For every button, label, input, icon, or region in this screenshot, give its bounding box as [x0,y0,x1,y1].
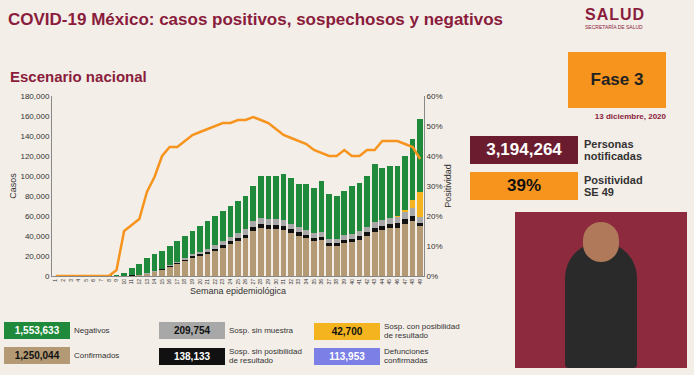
svg-text:40: 40 [349,279,355,285]
svg-text:49: 49 [417,279,423,285]
svg-text:50%: 50% [427,122,443,131]
svg-text:32: 32 [288,279,294,285]
svg-text:27: 27 [250,279,256,285]
svg-text:41: 41 [356,279,362,285]
svg-text:33: 33 [295,279,301,285]
html-text:113,953: 113,953 [329,350,365,362]
html-text:42,700: 42,700 [331,325,363,337]
svg-text:48: 48 [409,279,415,285]
html-text:notificadas: notificadas [584,150,643,162]
svg-text:80,000: 80,000 [25,192,50,201]
svg-text:39: 39 [341,279,347,285]
svg-text:60%: 60% [427,92,443,101]
svg-text:13: 13 [144,279,150,285]
html-text:Fase 3: Fase 3 [590,70,644,89]
svg-text:7: 7 [98,279,104,282]
svg-text:28: 28 [257,279,263,285]
html-text:COVID-19 México: casos positiv: COVID-19 México: casos positivos, sospec… [8,10,504,29]
svg-text:22: 22 [212,279,218,285]
svg-text:8: 8 [106,279,112,282]
svg-text:43: 43 [371,279,377,285]
svg-text:38: 38 [333,279,339,285]
svg-text:21: 21 [204,279,210,285]
svg-text:60,000: 60,000 [25,212,50,221]
svg-text:34: 34 [303,279,309,285]
svg-text:100,000: 100,000 [20,172,49,181]
svg-text:44: 44 [379,279,385,285]
svg-text:20%: 20% [427,212,443,221]
svg-text:2: 2 [60,279,66,282]
svg-text:23: 23 [219,279,225,285]
svg-text:10%: 10% [427,242,443,251]
html-text:1,553,633: 1,553,633 [14,325,60,336]
svg-text:20: 20 [197,279,203,285]
svg-text:40%: 40% [427,152,443,161]
svg-text:20,000: 20,000 [25,252,50,261]
svg-text:47: 47 [402,279,408,285]
svg-text:18: 18 [181,279,187,285]
svg-text:4: 4 [75,279,81,282]
svg-text:14: 14 [151,279,157,285]
html-text:138,133: 138,133 [173,350,211,362]
svg-text:26: 26 [242,279,248,285]
svg-text:17: 17 [174,279,180,285]
svg-text:Casos: Casos [8,173,18,199]
svg-text:25: 25 [235,279,241,285]
svg-text:160,000: 160,000 [20,112,49,121]
svg-text:29: 29 [265,279,271,285]
svg-text:0: 0 [45,272,50,281]
svg-text:30: 30 [273,279,279,285]
html-text:SE 49: SE 49 [584,186,614,198]
html-text:Negativos: Negativos [74,326,110,335]
html-text:Defunciones confirmadas: Defunciones confirmadas [384,347,429,365]
svg-text:9: 9 [113,279,119,282]
svg-text:5: 5 [83,279,89,282]
svg-text:120,000: 120,000 [20,152,49,161]
html-text:Escenario nacional: Escenario nacional [10,68,147,85]
html-text:Sosp. sin posibilidad de resul: Sosp. sin posibilidad de resultado [229,347,302,365]
html-text:Sosp. sin muestra: Sosp. sin muestra [229,326,293,335]
svg-text:Semana epidemiológica: Semana epidemiológica [190,286,286,296]
svg-text:0%: 0% [427,272,439,281]
html-text:Personas: Personas [584,138,634,150]
html-text:1,250,044: 1,250,044 [14,350,60,361]
svg-text:12: 12 [136,279,142,285]
svg-text:46: 46 [394,279,400,285]
svg-text:Positividad: Positividad [443,164,453,208]
svg-text:36: 36 [318,279,324,285]
svg-text:45: 45 [386,279,392,285]
svg-text:6: 6 [90,279,96,282]
svg-text:40,000: 40,000 [25,232,50,241]
html-text:13 diciembre, 2020: 13 diciembre, 2020 [594,112,666,121]
svg-text:3: 3 [68,279,74,282]
svg-text:19: 19 [189,279,195,285]
html-text:39%: 39% [507,176,541,195]
svg-text:24: 24 [227,279,233,285]
html-text:Sosp. con posibilidad de resul: Sosp. con posibilidad de resultado [384,322,460,340]
svg-text:42: 42 [364,279,370,285]
svg-text:16: 16 [166,279,172,285]
svg-text:10: 10 [121,279,127,285]
svg-text:30%: 30% [427,182,443,191]
svg-text:180,000: 180,000 [20,92,49,101]
html-text:Confirmados: Confirmados [74,351,120,360]
svg-text:140,000: 140,000 [20,132,49,141]
svg-text:15: 15 [159,279,165,285]
svg-text:1: 1 [52,279,58,282]
svg-text:37: 37 [326,279,332,285]
html-text:SECRETARÍA DE SALUD: SECRETARÍA DE SALUD [585,24,643,30]
html-text:3,194,264: 3,194,264 [486,140,562,159]
html-text:209,754: 209,754 [173,325,211,336]
html-text:SALUD: SALUD [585,6,646,23]
svg-text:31: 31 [280,279,286,285]
svg-text:11: 11 [128,279,134,284]
html-text:Positividad: Positividad [584,174,643,186]
svg-text:35: 35 [311,279,317,285]
